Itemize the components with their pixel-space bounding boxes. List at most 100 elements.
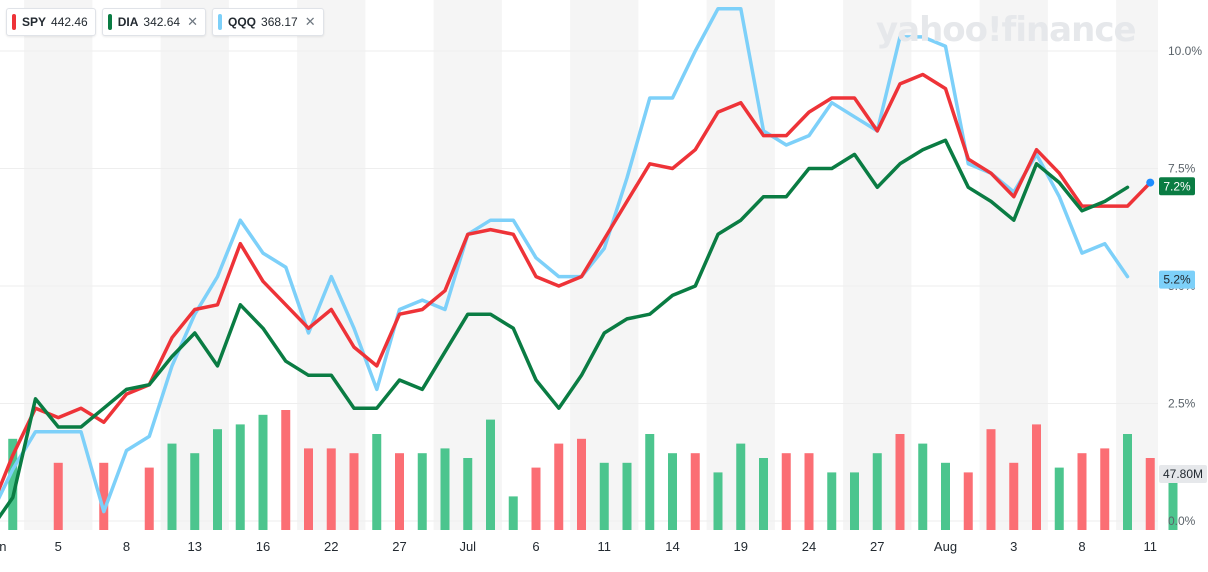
y-axis: 0.0%2.5%5.0%7.5%10.0% xyxy=(1168,44,1202,528)
legend-symbol: SPY xyxy=(22,15,47,29)
y-tick-label: 7.5% xyxy=(1168,162,1196,176)
series-line-dia xyxy=(0,138,1130,520)
volume-bar xyxy=(872,453,882,530)
x-tick-label: 22 xyxy=(324,539,338,554)
live-point-marker xyxy=(1146,178,1155,187)
volume-bar xyxy=(395,453,404,530)
volume-bar xyxy=(895,434,905,530)
volume-bar xyxy=(463,458,473,530)
volume-bar xyxy=(827,472,837,530)
volume-bar xyxy=(668,453,677,530)
volume-bar xyxy=(713,472,723,530)
volume-bar xyxy=(144,467,154,530)
close-icon[interactable]: ✕ xyxy=(304,14,316,29)
legend-chip-dia[interactable]: DIA 342.64 ✕ xyxy=(101,8,206,36)
x-tick-label: 8 xyxy=(123,539,130,554)
volume-bar xyxy=(941,462,950,530)
x-tick-label: 6 xyxy=(532,539,539,554)
qqq-last-value-tag: 5.2% xyxy=(1159,270,1195,289)
volume-bar xyxy=(1168,482,1178,530)
volume-bar xyxy=(1077,453,1087,530)
dia-last-value-tag: 7.2% xyxy=(1159,177,1195,196)
x-tick-label: Jul xyxy=(459,539,476,554)
legend-chip-qqq[interactable]: QQQ 368.17 ✕ xyxy=(212,8,324,36)
dia-last-value-tag-text: 7.2% xyxy=(1163,179,1191,193)
x-tick-label: Aug xyxy=(934,539,957,554)
x-tick-label: 8 xyxy=(1078,539,1085,554)
volume-bar xyxy=(235,424,245,530)
volume-bar xyxy=(645,434,655,530)
x-axis: Jun 5 8 13 16 22 27 Jul 6 11 14 19 24 27 Aug 3 8 11 xyxy=(0,539,1157,554)
volume-bar xyxy=(8,438,18,530)
volume-last-value-tag-bg xyxy=(1159,465,1207,483)
volume-bar xyxy=(508,496,518,530)
legend-price: 442.46 xyxy=(51,15,88,29)
volume-bar xyxy=(417,453,427,530)
volume-bar xyxy=(804,453,814,530)
x-tick-label: Jun xyxy=(0,539,6,554)
comparison-legend: SPY 442.46 DIA 342.64 ✕ QQQ 368.17 ✕ xyxy=(6,8,324,36)
volume-bar xyxy=(1054,467,1064,530)
volume-bar xyxy=(99,462,109,530)
y-tick-label: 2.5% xyxy=(1168,397,1196,411)
volume-bar xyxy=(167,443,177,530)
background-band xyxy=(1116,0,1158,530)
volume-bar xyxy=(577,438,586,530)
background-band xyxy=(297,0,366,530)
volume-bar xyxy=(1009,462,1019,530)
x-tick-label: 27 xyxy=(392,539,406,554)
background-band xyxy=(24,0,93,530)
volume-bar xyxy=(986,429,996,530)
volume-bar xyxy=(440,448,450,530)
volume-bar xyxy=(486,419,495,530)
x-tick-label: 16 xyxy=(256,539,270,554)
x-tick-label: 5 xyxy=(55,539,62,554)
volume-bar xyxy=(554,443,564,530)
x-tick-label: 13 xyxy=(188,539,202,554)
volume-bar xyxy=(1123,434,1132,530)
x-tick-label: 27 xyxy=(870,539,884,554)
volume-bar xyxy=(599,462,609,530)
x-tick-label: 14 xyxy=(665,539,679,554)
qqq-color-swatch xyxy=(218,14,222,30)
volume-last-value-tag-text: 47.80M xyxy=(1163,467,1203,481)
x-tick-label: 11 xyxy=(598,539,612,554)
volume-bar xyxy=(304,448,313,530)
x-tick-label: 19 xyxy=(734,539,748,554)
last-value-tags: 7.2% 5.2% 47.80M xyxy=(1159,177,1207,483)
close-icon[interactable]: ✕ xyxy=(187,14,198,29)
volume-bar xyxy=(1145,458,1155,530)
x-tick-label: 24 xyxy=(802,539,816,554)
volume-bar xyxy=(1032,424,1041,530)
volume-bars xyxy=(8,410,1178,530)
volume-bar xyxy=(531,467,541,530)
price-lines xyxy=(0,6,1155,520)
x-tick-label: 3 xyxy=(1010,539,1017,554)
volume-bar xyxy=(736,443,746,530)
dia-last-value-tag-bg xyxy=(1159,177,1195,196)
legend-price: 368.17 xyxy=(261,15,298,29)
volume-bar xyxy=(622,462,632,530)
volume-bar xyxy=(281,410,291,530)
dia-color-swatch xyxy=(107,14,112,30)
volume-bar xyxy=(213,429,222,530)
volume-bar xyxy=(190,453,200,530)
x-tick-label: 11 xyxy=(1144,539,1158,554)
volume-bar xyxy=(781,453,791,530)
legend-symbol: DIA xyxy=(117,15,139,29)
qqq-last-value-tag-text: 5.2% xyxy=(1163,273,1191,287)
legend-price: 342.64 xyxy=(143,15,181,29)
volume-bar xyxy=(349,453,359,530)
volume-bar xyxy=(918,443,928,530)
spy-color-swatch xyxy=(12,14,16,30)
volume-bar xyxy=(372,434,382,530)
legend-chip-spy[interactable]: SPY 442.46 xyxy=(6,8,96,36)
volume-last-value-tag: 47.80M xyxy=(1159,465,1207,483)
volume-bar xyxy=(850,472,859,530)
volume-bar xyxy=(1100,448,1110,530)
background-band xyxy=(706,0,775,530)
volume-bar xyxy=(53,462,63,530)
qqq-last-value-tag-bg xyxy=(1159,270,1195,289)
volume-bar xyxy=(759,458,768,530)
